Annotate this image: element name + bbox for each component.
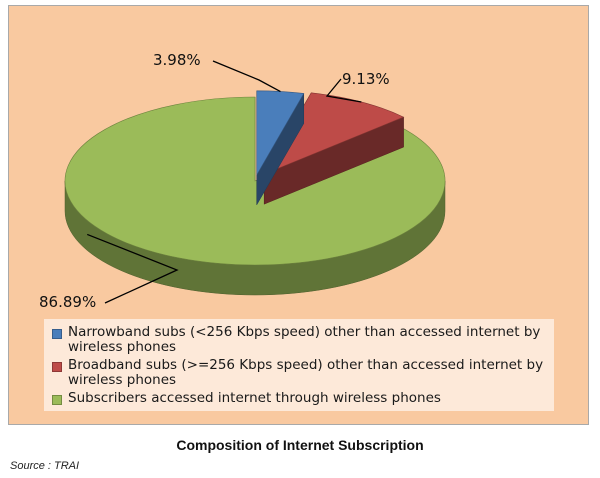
leader-line-narrowband (212, 60, 281, 93)
source-note: Source : TRAI (10, 460, 80, 472)
legend-swatch-broadband (52, 362, 62, 372)
legend-label-narrowband: Narrowband subs (<256 Kbps speed) other … (68, 324, 541, 355)
chart-caption: Composition of Internet Subscription (176, 437, 424, 453)
legend-item-wireless: Subscribers accessed internet through wi… (52, 391, 546, 406)
data-label-narrowband: 3.98% (153, 51, 201, 69)
legend-label-wireless: Subscribers accessed internet through wi… (68, 390, 441, 406)
chart-panel: 3.98% 9.13% 86.89% Narrowband subs (<256… (8, 5, 589, 425)
legend-item-broadband: Broadband subs (>=256 Kbps speed) other … (52, 358, 546, 388)
legend-swatch-narrowband (52, 329, 62, 339)
legend: Narrowband subs (<256 Kbps speed) other … (44, 319, 554, 411)
legend-label-broadband: Broadband subs (>=256 Kbps speed) other … (68, 357, 544, 388)
pie-slice-narrowband (256, 90, 305, 206)
data-label-broadband: 9.13% (342, 70, 390, 88)
leader-line-broadband (325, 78, 362, 103)
legend-item-narrowband: Narrowband subs (<256 Kbps speed) other … (52, 325, 546, 355)
leader-line-wireless (87, 233, 179, 304)
legend-swatch-wireless (52, 395, 62, 405)
pie-chart (64, 60, 446, 304)
data-label-wireless: 86.89% (39, 293, 97, 311)
